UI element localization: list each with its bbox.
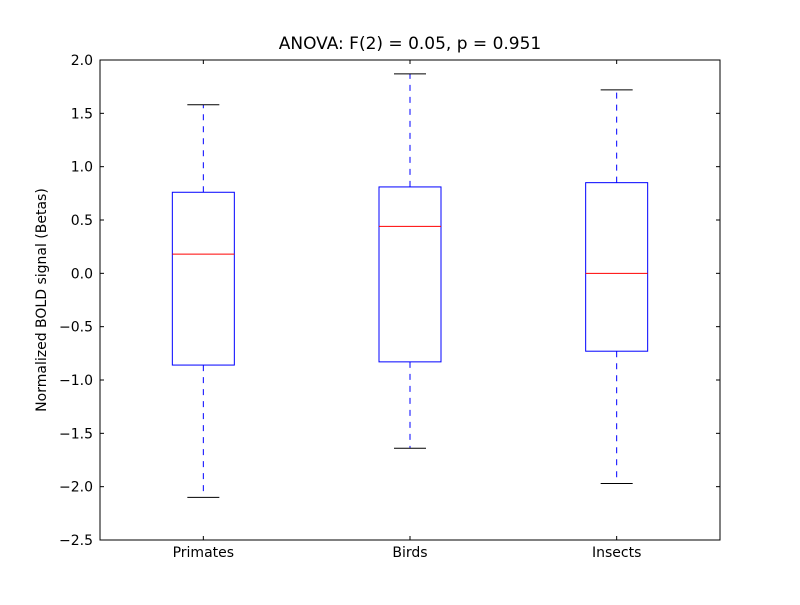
y-tick-label: 2.0: [71, 53, 93, 69]
x-tick-label: Insects: [592, 545, 641, 561]
y-axis-label: Normalized BOLD signal (Betas): [34, 188, 50, 412]
x-tick-label: Birds: [392, 545, 427, 561]
box-iqr: [171, 191, 235, 366]
box-iqr: [585, 182, 649, 352]
chart-title: ANOVA: F(2) = 0.05, p = 0.951: [279, 34, 542, 54]
box-iqr: [378, 186, 442, 363]
y-tick-label: −2.0: [59, 480, 93, 496]
y-tick-label: −1.5: [59, 426, 93, 442]
x-tick-label: Primates: [173, 545, 234, 561]
y-tick-label: −0.5: [59, 320, 93, 336]
y-tick-label: 1.5: [71, 106, 93, 122]
y-tick-label: 0.0: [71, 266, 93, 282]
y-tick-label: 0.5: [71, 213, 93, 229]
axes-frame: [99, 59, 721, 541]
y-tick-label: −2.5: [59, 533, 93, 549]
y-tick-label: −1.0: [59, 373, 93, 389]
y-tick-label: 1.0: [71, 160, 93, 176]
